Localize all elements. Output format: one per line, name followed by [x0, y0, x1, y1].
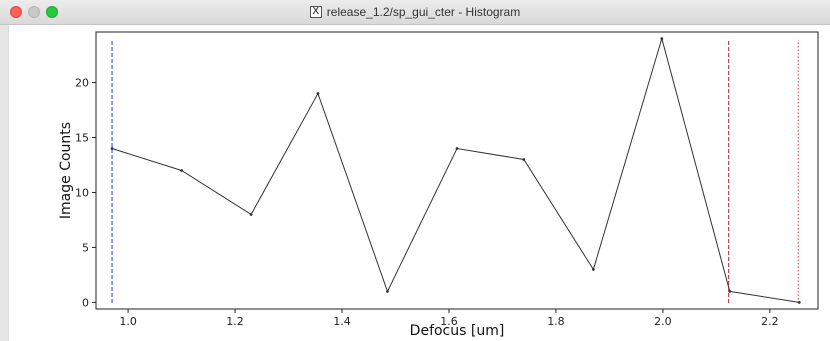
- tick-group: 1.0 1.2 1.4 1.6 1.8 2.0 2.2 0 5 10 15 20: [75, 77, 779, 328]
- x-tick-label-4: 1.8: [547, 315, 565, 328]
- window-title: release_1.2/sp_gui_cter - Histogram: [326, 5, 521, 19]
- data-point-4: [386, 290, 389, 293]
- data-point-7: [591, 268, 595, 271]
- axes-frame: [95, 31, 819, 310]
- y-tick-label-4: 20: [75, 77, 89, 90]
- x-tick-label-5: 2.0: [654, 315, 672, 328]
- data-point-2: [249, 213, 253, 216]
- close-button[interactable]: [10, 6, 22, 18]
- x-tick-label-6: 2.2: [761, 315, 779, 328]
- y-tick-label-2: 10: [75, 186, 89, 199]
- data-point-9: [728, 290, 732, 293]
- x-tick-label-3: 1.6: [440, 315, 458, 328]
- x11-icon: X: [309, 6, 322, 18]
- x-axis-label: Defocus [um]: [410, 323, 505, 339]
- data-point-8: [660, 37, 664, 40]
- window-left-border: [0, 25, 9, 341]
- series-group: [110, 36, 801, 304]
- x-tick-label-1: 1.2: [226, 315, 244, 328]
- title-group: X release_1.2/sp_gui_cter - Histogram: [0, 0, 830, 24]
- data-point-10: [797, 301, 801, 304]
- vertical-markers: [111, 40, 799, 303]
- maximize-button[interactable]: [46, 6, 58, 18]
- title-bar[interactable]: X release_1.2/sp_gui_cter - Histogram: [0, 0, 830, 25]
- y-axis-label: Image Counts: [58, 122, 74, 219]
- data-point-6: [522, 158, 526, 161]
- minimize-button[interactable]: [28, 6, 40, 18]
- x-tick-label-2: 1.4: [333, 315, 351, 328]
- data-point-0: [110, 147, 114, 150]
- y-tick-label-3: 15: [75, 132, 89, 145]
- data-point-3: [316, 92, 320, 95]
- data-point-1: [180, 169, 183, 172]
- y-tick-label-1: 5: [82, 241, 89, 254]
- data-point-5: [455, 147, 459, 150]
- plot-area: [95, 31, 819, 310]
- y-tick-label-0: 0: [82, 296, 89, 309]
- x-tick-label-0: 1.0: [119, 315, 137, 328]
